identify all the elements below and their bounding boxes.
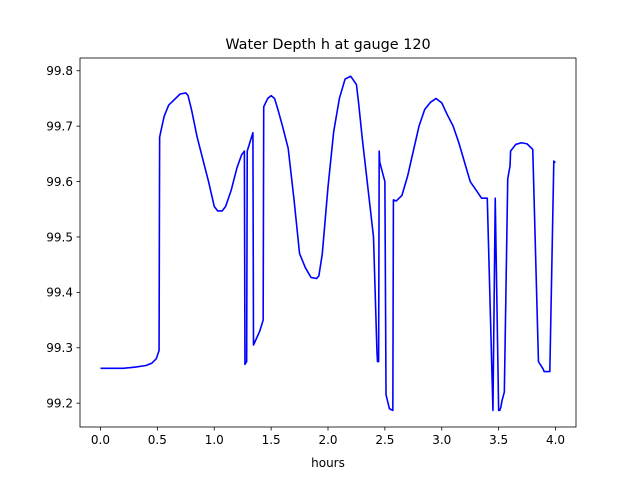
- y-axis: 99.2 99.3 99.4 99.5 99.6 99.7 99.8: [46, 64, 80, 410]
- x-tick-label: 0.5: [148, 433, 167, 447]
- y-tick-label: 99.7: [46, 119, 73, 133]
- y-tick-label: 99.5: [46, 230, 73, 244]
- x-axis: 0.0 0.5 1.0 1.5 2.0 2.5 3.0 3.5 4.0: [91, 427, 565, 447]
- y-tick-label: 99.6: [46, 175, 73, 189]
- x-tick-label: 0.0: [91, 433, 110, 447]
- y-tick-label: 99.3: [46, 341, 73, 355]
- y-tick-label: 99.2: [46, 396, 73, 410]
- x-tick-label: 1.0: [205, 433, 224, 447]
- x-tick-label: 1.5: [262, 433, 281, 447]
- x-tick-label: 3.5: [489, 433, 508, 447]
- series-line: [100, 75, 556, 412]
- y-tick-label: 99.8: [46, 64, 73, 78]
- x-tick-label: 3.0: [432, 433, 451, 447]
- x-tick-label: 2.5: [375, 433, 394, 447]
- x-tick-label: 4.0: [546, 433, 565, 447]
- x-axis-label: hours: [311, 456, 345, 470]
- x-tick-label: 2.0: [318, 433, 337, 447]
- y-tick-label: 99.4: [46, 286, 73, 300]
- chart-title: Water Depth h at gauge 120: [225, 37, 430, 53]
- plot-area: [100, 75, 556, 412]
